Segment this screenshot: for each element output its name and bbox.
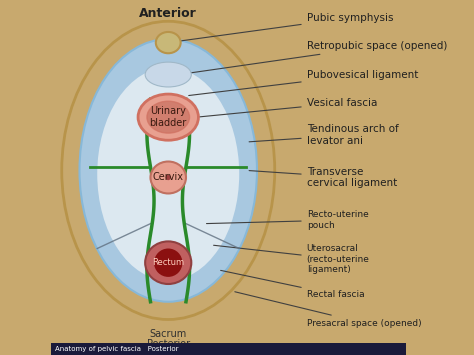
Text: Uterosacral
(recto-uterine
ligament): Uterosacral (recto-uterine ligament) — [214, 244, 370, 274]
Text: Posterior: Posterior — [146, 339, 190, 349]
Ellipse shape — [145, 62, 191, 87]
Text: Recto-uterine
pouch: Recto-uterine pouch — [207, 211, 368, 230]
Ellipse shape — [62, 21, 275, 320]
Ellipse shape — [150, 162, 186, 193]
Ellipse shape — [97, 67, 239, 280]
Ellipse shape — [154, 248, 182, 277]
Ellipse shape — [156, 32, 181, 53]
Text: Sacrum: Sacrum — [150, 329, 187, 339]
Text: Transverse
cervical ligament: Transverse cervical ligament — [249, 167, 397, 188]
Ellipse shape — [147, 101, 190, 133]
Text: Urinary
bladder: Urinary bladder — [150, 106, 187, 128]
Ellipse shape — [138, 94, 199, 140]
Text: Pubic symphysis: Pubic symphysis — [171, 13, 393, 42]
Text: Cervix: Cervix — [153, 173, 184, 182]
Text: Tendinous arch of
levator ani: Tendinous arch of levator ani — [249, 124, 399, 146]
Text: Anatomy of pelvic fascia   Posterior: Anatomy of pelvic fascia Posterior — [55, 346, 178, 351]
Bar — [51, 343, 406, 355]
Ellipse shape — [145, 241, 191, 284]
Text: Presacral space (opened): Presacral space (opened) — [235, 292, 421, 328]
Text: Vesical fascia: Vesical fascia — [200, 98, 377, 117]
Text: Rectum: Rectum — [152, 258, 184, 267]
Ellipse shape — [165, 175, 171, 180]
Text: Pubovesical ligament: Pubovesical ligament — [189, 70, 418, 95]
Text: Rectal fascia: Rectal fascia — [221, 271, 365, 299]
Text: Anterior: Anterior — [139, 6, 197, 20]
Ellipse shape — [80, 39, 257, 302]
Text: Retropubic space (opened): Retropubic space (opened) — [182, 41, 447, 74]
